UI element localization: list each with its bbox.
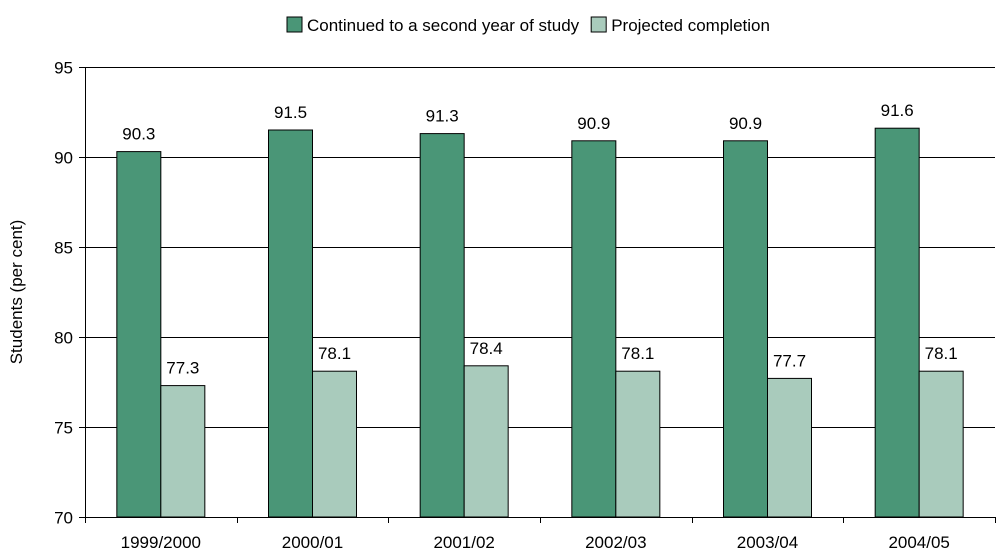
y-axis-title: Students (per cent) — [7, 220, 26, 365]
bars: 90.3 77.3 91.5 78.1 91.3 78.4 90.9 78.1 90.9 77.7… — [116, 101, 964, 518]
bar-series1-4 — [767, 377, 812, 518]
data-label-series1-3: 78.1 — [621, 344, 654, 363]
data-label-series1-2: 78.4 — [470, 339, 503, 358]
data-label-series0-0: 90.3 — [122, 125, 155, 144]
y-tick-label-75: 75 — [54, 419, 73, 438]
y-tick-label-90: 90 — [54, 149, 73, 168]
y-tick-label-70: 70 — [54, 509, 73, 528]
data-label-series0-5: 91.6 — [881, 101, 914, 120]
x-tick-label-4: 2003/04 — [737, 533, 798, 552]
x-tick-label-1: 2000/01 — [282, 533, 343, 552]
bar-series1-3 — [615, 370, 661, 518]
data-label-series0-3: 90.9 — [577, 114, 610, 133]
bar-series0-2 — [419, 133, 465, 518]
bar-series0-4 — [723, 140, 768, 518]
y-axis-label-group: Students (per cent) — [7, 220, 26, 365]
x-tick-label-0: 1999/2000 — [121, 533, 201, 552]
bar-series1-2 — [463, 365, 509, 518]
legend-label-0: Continued to a second year of study — [307, 16, 580, 35]
legend-swatch-0 — [286, 16, 303, 33]
x-tick-label-5: 2004/05 — [888, 533, 949, 552]
data-label-series0-2: 91.3 — [426, 107, 459, 126]
data-label-series0-1: 91.5 — [274, 103, 307, 122]
bar-series0-0 — [116, 151, 162, 518]
data-label-series1-4: 77.7 — [773, 351, 806, 370]
data-label-series1-0: 77.3 — [166, 359, 199, 378]
x-tick-label-3: 2002/03 — [585, 533, 646, 552]
gridlines — [85, 67, 995, 428]
bar-series0-5 — [874, 127, 920, 518]
legend-swatch-1 — [590, 16, 607, 33]
axes: 70 75 80 85 90 95 1999/2000 2000/01 2001/02 2002/… — [54, 59, 996, 552]
bar-series0-1 — [268, 129, 313, 518]
legend-label-1: Projected completion — [611, 16, 770, 35]
bar-series1-1 — [312, 370, 357, 518]
y-tick-label-80: 80 — [54, 329, 73, 348]
data-label-series0-4: 90.9 — [729, 114, 762, 133]
bar-series0-3 — [571, 140, 617, 518]
x-tick-label-2: 2001/02 — [433, 533, 494, 552]
data-label-series1-1: 78.1 — [318, 344, 351, 363]
bar-series1-0 — [160, 385, 206, 518]
y-tick-label-95: 95 — [54, 59, 73, 78]
bar-series1-5 — [918, 370, 964, 518]
legend: Continued to a second year of study Proje… — [286, 16, 770, 35]
y-tick-label-85: 85 — [54, 239, 73, 258]
data-label-series1-5: 78.1 — [925, 344, 958, 363]
